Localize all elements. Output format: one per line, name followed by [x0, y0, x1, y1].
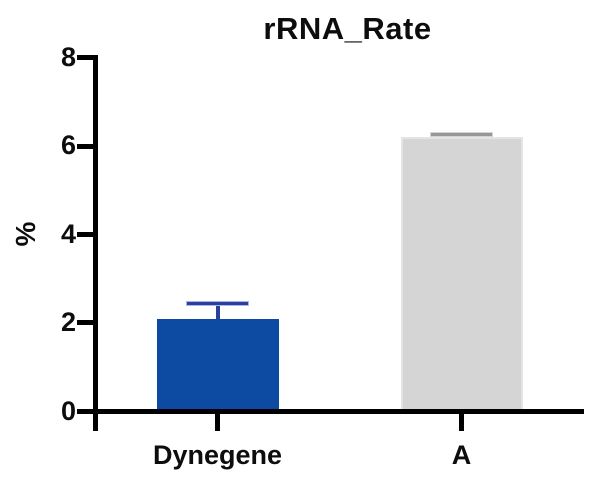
y-tick-label-4: 4 — [60, 219, 76, 249]
y-tick-mark-6 — [77, 143, 93, 149]
y-tick-mark-4 — [77, 232, 93, 237]
y-tick-label-6: 6 — [60, 130, 76, 160]
x-axis-line — [77, 409, 584, 414]
error-bar-cap-a — [431, 132, 492, 136]
x-tick-mark-dynegene — [215, 414, 220, 431]
x-category-label-dynegene: Dynegene — [152, 440, 283, 470]
error-bar-stem-a — [459, 134, 464, 138]
y-axis-line — [93, 55, 98, 431]
y-tick-label-0: 0 — [60, 396, 76, 426]
x-category-label-a: A — [451, 440, 472, 470]
y-tick-mark-8 — [77, 55, 93, 60]
y-tick-label-2: 2 — [60, 307, 76, 337]
x-tick-mark-a — [459, 414, 464, 431]
error-bar-cap-dynegene — [187, 301, 248, 305]
y-tick-label-8: 8 — [60, 42, 76, 72]
y-tick-mark-2 — [77, 320, 93, 325]
plot-area — [96, 58, 584, 412]
y-tick-mark-0 — [77, 409, 93, 414]
bar-a — [400, 137, 523, 412]
bar-dynegene — [156, 318, 279, 412]
chart-title: rRNA_Rate — [263, 11, 432, 46]
error-bar-stem-dynegene — [215, 303, 220, 319]
